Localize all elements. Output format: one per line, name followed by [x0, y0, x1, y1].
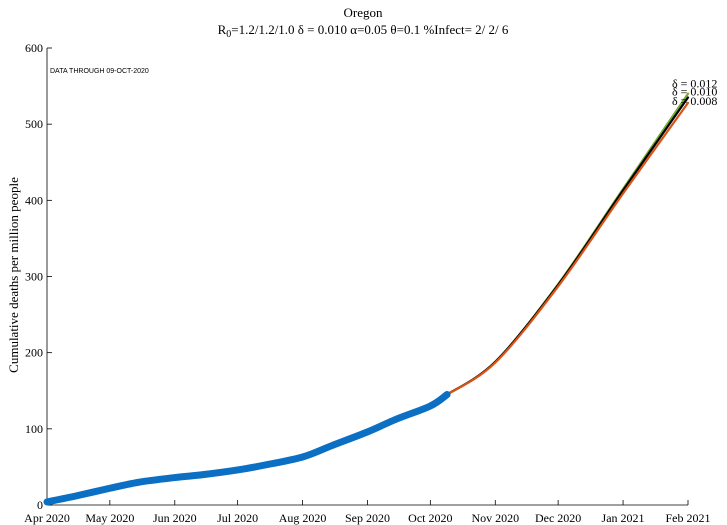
series-layer — [43, 92, 690, 506]
data-through-note: DATA THROUGH 09-OCT-2020 — [50, 68, 149, 75]
y-tick-label: 600 — [25, 41, 43, 55]
axes: Apr 2020 May 2020 Jun 2020 Jul 2020 Aug 2020… — [24, 41, 710, 525]
x-tick-label: Jul 2020 — [217, 511, 258, 525]
chart-subtitle: R0=1.2/1.2/1.0 δ = 0.010 α=0.05 θ=0.1 %I… — [218, 22, 509, 40]
x-tick-label: May 2020 — [85, 511, 134, 525]
y-tick-label: 500 — [25, 117, 43, 131]
x-tick-label: Nov 2020 — [471, 511, 519, 525]
subtitle-r-sub: 0 — [226, 29, 231, 40]
y-tick-label: 300 — [25, 270, 43, 284]
subtitle-r: R — [218, 22, 227, 37]
series-end-label: δ = 0.010 — [672, 85, 717, 99]
x-tick-label: Feb 2021 — [666, 511, 711, 525]
series-end-label: δ = 0.008 — [672, 94, 717, 108]
projection-line — [446, 96, 690, 396]
x-tick-label: Jun 2020 — [153, 511, 197, 525]
x-tick-label: Jan 2021 — [602, 511, 645, 525]
chart-title: Oregon — [344, 5, 383, 20]
projection-line — [446, 92, 690, 396]
y-tick-label: 100 — [25, 422, 43, 436]
x-tick-label: Sep 2020 — [345, 511, 390, 525]
subtitle-rest: =1.2/1.2/1.0 δ = 0.010 α=0.05 θ=0.1 %Inf… — [231, 22, 509, 37]
y-tick-label: 400 — [25, 193, 43, 207]
x-tick-label: Dec 2020 — [535, 511, 581, 525]
observed-deaths-line — [43, 391, 451, 506]
projection-line — [446, 101, 690, 396]
x-tick-label: Oct 2020 — [408, 511, 452, 525]
series-end-label: δ = 0.012 — [672, 77, 717, 91]
x-tick-label: Apr 2020 — [24, 511, 70, 525]
y-tick-label: 200 — [25, 346, 43, 360]
x-tick-label: Aug 2020 — [279, 511, 327, 525]
y-tick-label: 0 — [37, 498, 43, 512]
y-axis-label: Cumulative deaths per million people — [6, 177, 21, 373]
